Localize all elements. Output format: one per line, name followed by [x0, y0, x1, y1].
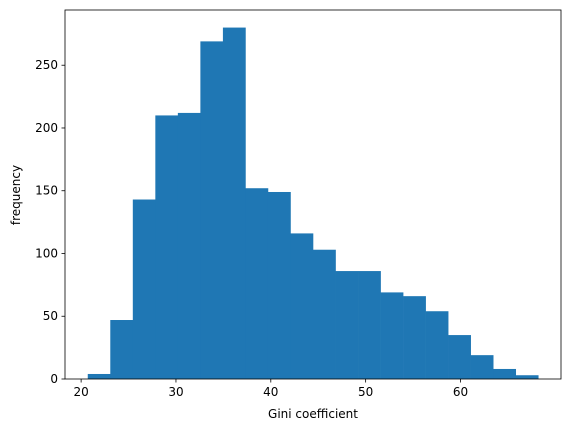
y-tick-label: 200: [35, 121, 58, 135]
y-tick-label: 150: [35, 184, 58, 198]
bar: [335, 271, 359, 379]
x-tick-label: 40: [263, 385, 278, 399]
bar: [470, 355, 494, 379]
bar: [200, 41, 224, 379]
bar: [358, 271, 381, 379]
bar: [267, 191, 291, 379]
x-tick-label: 60: [453, 385, 468, 399]
y-tick-label: 100: [35, 246, 58, 260]
bar: [290, 233, 314, 379]
bar: [132, 199, 156, 379]
bar: [245, 188, 269, 379]
y-tick-label: 250: [35, 58, 58, 72]
bar: [313, 249, 336, 379]
bar: [425, 311, 449, 379]
plot-frame: [64, 9, 562, 380]
x-tick-label: 50: [358, 385, 373, 399]
x-tick-label: 30: [168, 385, 183, 399]
y-tick-label: 50: [43, 309, 58, 323]
bar: [177, 112, 201, 379]
bar: [515, 375, 539, 379]
y-axis-label: frequency: [9, 165, 23, 225]
bar: [380, 292, 404, 379]
bar: [493, 368, 517, 379]
bar: [403, 296, 426, 379]
bar: [87, 373, 111, 379]
x-tick-label: 20: [73, 385, 88, 399]
bar: [222, 27, 246, 379]
bar: [155, 115, 179, 379]
x-axis-label: Gini coefficient: [268, 407, 358, 421]
bar: [110, 320, 134, 379]
y-tick-label: 0: [50, 372, 58, 386]
bar: [448, 335, 471, 379]
